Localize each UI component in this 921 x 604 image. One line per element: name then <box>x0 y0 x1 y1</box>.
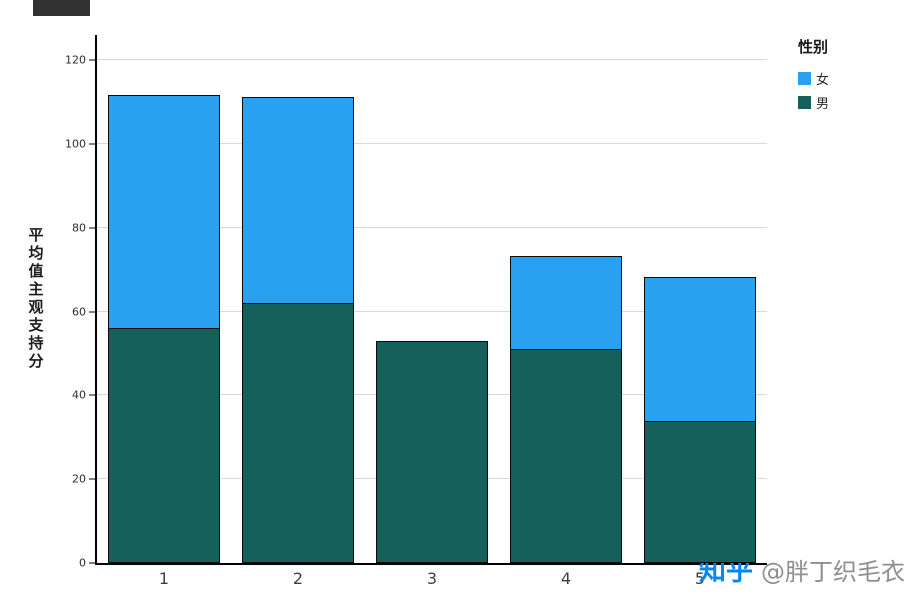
y-tick-label: 40 <box>72 388 86 402</box>
bar-group-2 <box>231 35 365 563</box>
bar-group-4 <box>499 35 633 563</box>
bar-segment-男-5 <box>644 420 756 563</box>
plot-area <box>95 35 767 565</box>
x-axis-labels: 1 2 3 4 5 <box>97 569 767 588</box>
y-tick-label: 0 <box>79 556 86 570</box>
legend-label: 男 <box>816 97 830 112</box>
top-left-artifact <box>33 0 90 16</box>
y-tick-mark <box>89 59 95 61</box>
bar-segment-女-1 <box>108 94 220 330</box>
stacked-bar-5 <box>644 35 756 563</box>
y-tick-label: 60 <box>72 305 86 319</box>
y-axis-tick-labels: 0 20 40 60 80 100 120 <box>50 35 86 570</box>
legend-swatch-女 <box>798 72 811 85</box>
legend: 性别 女男 <box>798 36 829 117</box>
y-tick-label: 80 <box>72 221 86 235</box>
y-tick-label: 100 <box>65 137 86 151</box>
legend-items: 女男 <box>798 69 829 112</box>
gridline <box>97 310 767 312</box>
stacked-bar-4 <box>510 35 622 563</box>
bar-group-5 <box>633 35 767 563</box>
y-tick-mark <box>89 227 95 229</box>
x-tick-label-4: 4 <box>560 569 572 588</box>
bar-segment-女-4 <box>510 256 622 351</box>
y-axis-title-wrap: 平均值主观支持分 <box>24 35 48 563</box>
y-tick-mark <box>89 478 95 480</box>
bars <box>97 35 767 563</box>
gridline <box>97 59 767 61</box>
y-tick-mark <box>89 143 95 145</box>
watermark: 知乎 @胖丁织毛衣 <box>699 549 905 588</box>
bar-segment-男-1 <box>108 328 220 563</box>
gridline <box>97 226 767 228</box>
x-tick-label-2: 2 <box>292 569 304 588</box>
bar-segment-女-2 <box>242 96 354 305</box>
legend-swatch-男 <box>798 96 811 109</box>
y-tick-mark <box>89 562 95 564</box>
x-tick-label-1: 1 <box>158 569 170 588</box>
stacked-bar-2 <box>242 35 354 563</box>
x-tick-label-3: 3 <box>426 569 438 588</box>
y-tick-label: 20 <box>72 472 86 486</box>
watermark-handle: @胖丁织毛衣 <box>761 558 905 586</box>
stacked-bar-1 <box>108 35 220 563</box>
bar-segment-男-3 <box>376 340 488 563</box>
y-tick-label: 120 <box>65 53 86 67</box>
legend-item-男: 男 <box>798 93 829 112</box>
y-axis-title: 平均值主观支持分 <box>26 227 45 371</box>
legend-label: 女 <box>816 73 830 88</box>
x-tick-label-5: 5 <box>694 569 706 588</box>
bar-segment-女-5 <box>644 276 756 422</box>
bar-segment-男-4 <box>510 349 622 563</box>
gridline <box>97 142 767 144</box>
bar-group-3 <box>365 35 499 563</box>
y-tick-mark <box>89 311 95 313</box>
legend-title: 性别 <box>798 38 829 56</box>
y-axis-tick-marks <box>89 35 95 564</box>
stacked-bar-3 <box>376 35 488 563</box>
bar-group-1 <box>97 35 231 563</box>
y-tick-mark <box>89 394 95 396</box>
legend-item-女: 女 <box>798 69 829 88</box>
bar-segment-男-2 <box>242 303 354 563</box>
